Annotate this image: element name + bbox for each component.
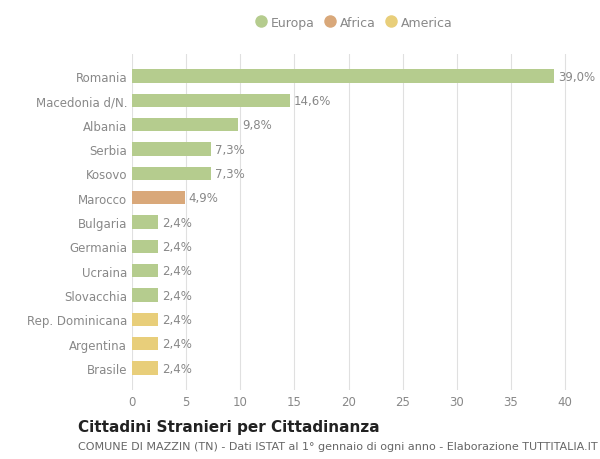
Text: 7,3%: 7,3%	[215, 143, 245, 156]
Text: 2,4%: 2,4%	[162, 241, 191, 253]
Bar	[132, 313, 158, 326]
Bar	[132, 264, 158, 278]
Bar	[132, 337, 158, 351]
Text: 2,4%: 2,4%	[162, 289, 191, 302]
Bar	[132, 143, 211, 157]
Bar	[132, 240, 158, 253]
Text: 2,4%: 2,4%	[162, 265, 191, 278]
Text: 39,0%: 39,0%	[558, 71, 595, 84]
Text: Cittadini Stranieri per Cittadinanza: Cittadini Stranieri per Cittadinanza	[78, 419, 380, 434]
Bar	[132, 216, 158, 230]
Bar	[132, 192, 185, 205]
Text: 2,4%: 2,4%	[162, 362, 191, 375]
Bar	[132, 119, 238, 132]
Text: 14,6%: 14,6%	[294, 95, 331, 108]
Bar	[132, 362, 158, 375]
Text: 2,4%: 2,4%	[162, 216, 191, 229]
Text: 2,4%: 2,4%	[162, 313, 191, 326]
Text: 9,8%: 9,8%	[242, 119, 272, 132]
Text: 2,4%: 2,4%	[162, 337, 191, 351]
Bar	[132, 95, 290, 108]
Legend: Europa, Africa, America: Europa, Africa, America	[253, 14, 455, 33]
Bar	[132, 70, 554, 84]
Bar	[132, 289, 158, 302]
Text: COMUNE DI MAZZIN (TN) - Dati ISTAT al 1° gennaio di ogni anno - Elaborazione TUT: COMUNE DI MAZZIN (TN) - Dati ISTAT al 1°…	[78, 441, 598, 451]
Bar	[132, 168, 211, 181]
Text: 4,9%: 4,9%	[189, 192, 219, 205]
Text: 7,3%: 7,3%	[215, 168, 245, 180]
